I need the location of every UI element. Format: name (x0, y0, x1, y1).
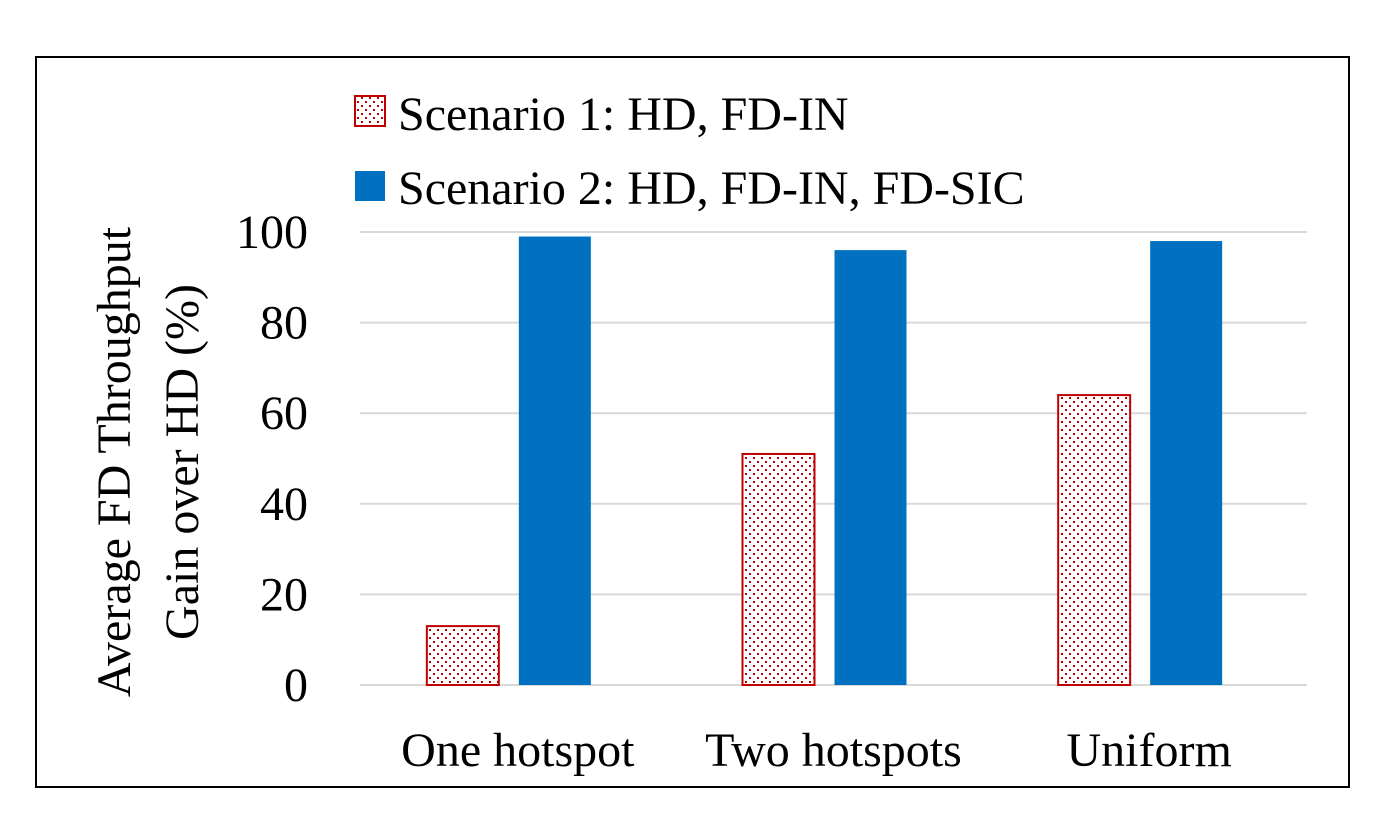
bar-series-1-two-hotspots (741, 452, 816, 686)
y-tick-label: 40 (260, 478, 308, 531)
legend: Scenario 1: HD, FD-IN Scenario 2: HD, FD… (354, 88, 1025, 215)
y-axis-title-line-1: Average FD Throughput (88, 226, 141, 697)
y-axis-ticks: 0 20 40 60 80 100 (236, 206, 308, 712)
y-tick-label: 60 (260, 387, 308, 440)
y-axis-title: Average FD Throughput Gain over HD (%) (88, 226, 209, 697)
bars (425, 236, 1223, 686)
bar-series-2-two-hotspots (834, 250, 907, 685)
x-axis-ticks: One hotspot Two hotspots Uniform (401, 724, 1232, 777)
y-tick-label: 80 (260, 297, 308, 350)
legend-label-series-2: Scenario 2: HD, FD-IN, FD-SIC (398, 162, 1025, 215)
y-axis-title-line-2: Gain over HD (%) (156, 284, 209, 640)
y-tick-label: 0 (284, 659, 308, 712)
y-tick-label: 20 (260, 568, 308, 621)
x-tick-label: One hotspot (401, 724, 635, 777)
bar-series-1-uniform (1057, 394, 1132, 686)
bar-series-2-one-hotspot (518, 236, 591, 685)
legend-swatch-series-1 (354, 95, 386, 127)
x-tick-label: Two hotspots (705, 724, 962, 777)
legend-label-series-1: Scenario 1: HD, FD-IN (398, 88, 849, 141)
bar-series-1-one-hotspot (425, 625, 500, 686)
legend-swatch-series-2 (355, 171, 385, 201)
x-tick-label: Uniform (1067, 724, 1232, 777)
y-tick-label: 100 (236, 206, 308, 259)
bar-series-2-uniform (1150, 241, 1223, 685)
gridlines (360, 231, 1307, 686)
